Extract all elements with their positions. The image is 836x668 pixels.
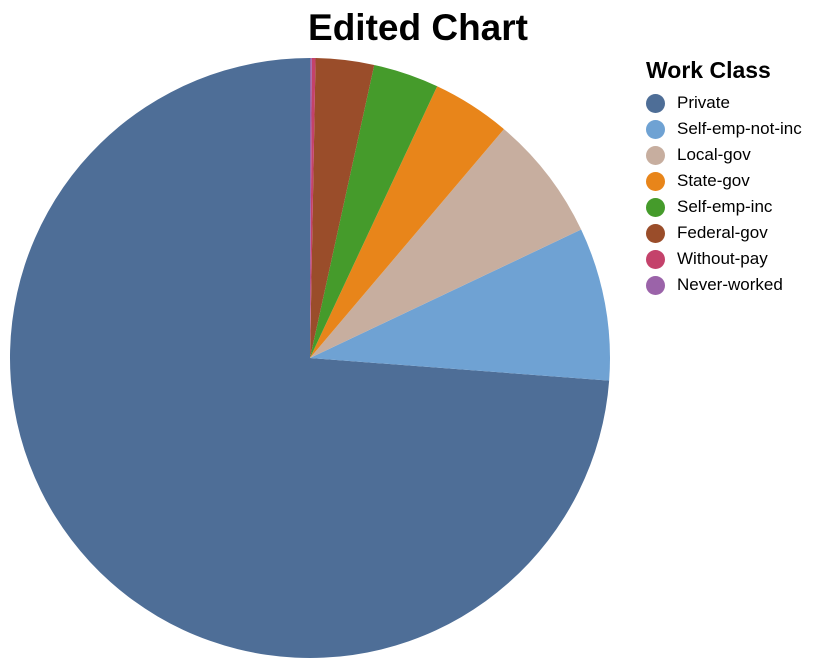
legend-label-self-emp-not-inc: Self-emp-not-inc: [677, 119, 802, 138]
legend-title: Work Class: [646, 57, 771, 83]
legend-swatch-self-emp-inc: [646, 197, 665, 217]
legend-swatch-without-pay: [646, 249, 665, 269]
pie-slice-without-pay: [310, 58, 316, 358]
legend-item-self-emp-not-inc: Self-emp-not-inc: [646, 116, 802, 142]
legend-item-self-emp-inc: Self-emp-inc: [646, 194, 802, 220]
legend-swatch-never-worked: [646, 275, 665, 295]
pie-slice-local-gov: [310, 129, 582, 358]
legend-label-self-emp-inc: Self-emp-inc: [677, 197, 773, 216]
legend-label-federal-gov: Federal-gov: [677, 223, 768, 242]
pie-slice-federal-gov: [310, 58, 375, 359]
legend-item-private: Private: [646, 90, 802, 116]
legend: Work Class Private Self-emp-not-inc Local-…: [646, 56, 802, 298]
legend-item-without-pay: Without-pay: [646, 246, 802, 272]
chart-title: Edited Chart: [308, 7, 528, 48]
legend-swatch-local-gov: [646, 145, 665, 165]
legend-label-private: Private: [677, 93, 730, 112]
legend-item-local-gov: Local-gov: [646, 142, 802, 168]
legend-swatch-private: [646, 93, 665, 113]
legend-swatch-state-gov: [646, 171, 665, 191]
pie-slices: [9, 58, 610, 659]
legend-items: Private Self-emp-not-inc Local-gov State-go…: [646, 90, 802, 298]
pie-slice-self-emp-not-inc: [310, 229, 610, 381]
legend-swatch-federal-gov: [646, 223, 665, 243]
legend-label-never-worked: Never-worked: [677, 275, 783, 294]
legend-label-state-gov: State-gov: [677, 171, 750, 190]
legend-label-without-pay: Without-pay: [677, 249, 768, 268]
pie-slice-never-worked: [310, 58, 312, 358]
legend-item-never-worked: Never-worked: [646, 272, 802, 298]
legend-item-federal-gov: Federal-gov: [646, 220, 802, 246]
pie-slice-private: [9, 58, 610, 659]
legend-label-local-gov: Local-gov: [677, 145, 751, 164]
pie-slice-self-emp-inc: [310, 64, 438, 359]
legend-swatch-self-emp-not-inc: [646, 119, 665, 139]
legend-item-state-gov: State-gov: [646, 168, 802, 194]
pie-slice-state-gov: [310, 86, 504, 358]
